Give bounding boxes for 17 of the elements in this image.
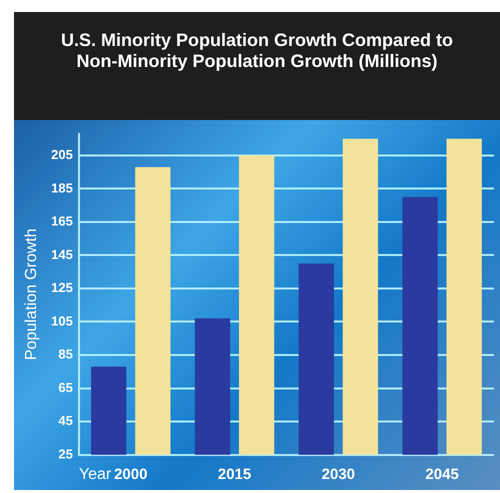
y-tick-label: 25 <box>58 446 73 462</box>
y-tick-label: 45 <box>58 413 73 428</box>
chart-title: U.S. Minority Population Growth Compared to Non-Minority Population Growth (Millions) <box>60 29 454 73</box>
x-tick-label: 2000 <box>114 466 148 483</box>
y-tick-label: 105 <box>51 313 73 328</box>
y-tick-label: 125 <box>51 280 73 296</box>
x-tick-label: 2045 <box>425 466 459 483</box>
y-tick-label: 65 <box>58 380 73 395</box>
y-tick-label: 165 <box>51 214 73 229</box>
x-tick-label: 2030 <box>322 466 356 483</box>
x-tick-label: 2015 <box>218 466 252 483</box>
y-tick-label: 185 <box>51 180 73 196</box>
x-axis-title: Year <box>78 466 112 483</box>
y-tick-label: 205 <box>51 147 73 162</box>
y-axis-title: Population Growth <box>23 228 40 360</box>
y-tick-label: 145 <box>51 246 73 262</box>
y-tick-label: 85 <box>58 346 73 362</box>
